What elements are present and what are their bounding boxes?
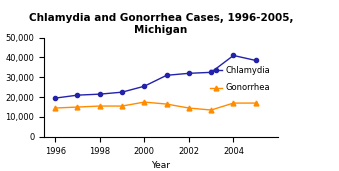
Gonorrhea: [232, 102, 236, 104]
Gonorrhea: [98, 105, 102, 107]
Line: Chlamydia: Chlamydia: [53, 53, 258, 100]
Chlamydia: [142, 85, 146, 87]
Legend: Chlamydia, Gonorrhea: Chlamydia, Gonorrhea: [206, 63, 274, 96]
Chlamydia: [209, 71, 213, 73]
Line: Gonorrhea: Gonorrhea: [53, 100, 258, 113]
Gonorrhea: [164, 103, 168, 105]
Gonorrhea: [187, 107, 191, 109]
Gonorrhea: [53, 107, 57, 109]
Gonorrhea: [76, 106, 80, 108]
Chlamydia: [76, 94, 80, 96]
X-axis label: Year: Year: [152, 161, 171, 170]
Chlamydia: [187, 72, 191, 74]
Chlamydia: [98, 93, 102, 95]
Gonorrhea: [254, 102, 258, 104]
Gonorrhea: [120, 105, 124, 107]
Chlamydia: [254, 59, 258, 61]
Gonorrhea: [209, 109, 213, 111]
Chlamydia: [120, 91, 124, 93]
Title: Chlamydia and Gonorrhea Cases, 1996-2005,
Michigan: Chlamydia and Gonorrhea Cases, 1996-2005…: [29, 13, 293, 35]
Chlamydia: [232, 54, 236, 56]
Gonorrhea: [142, 101, 146, 103]
Chlamydia: [164, 74, 168, 76]
Chlamydia: [53, 97, 57, 99]
